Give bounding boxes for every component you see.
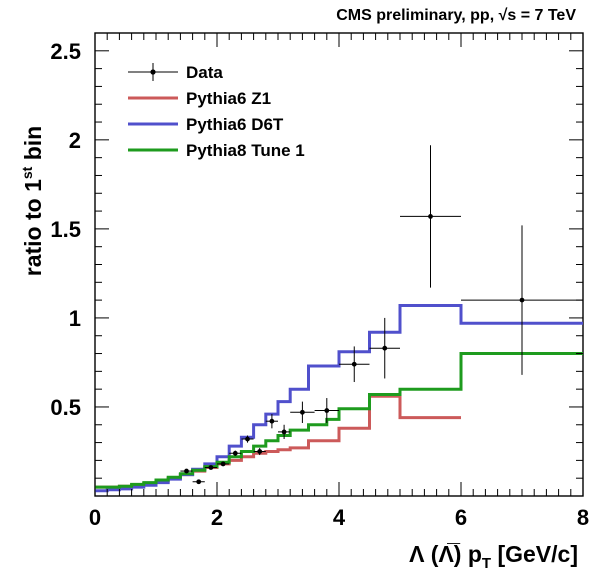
y-axis-title: ratio to 1st bin [19,126,46,276]
y-tick-label: 1 [69,306,81,331]
legend-item: Pythia6 D6T [128,115,284,134]
series-line-pythia6-d6t [95,304,583,493]
data-point [339,346,370,383]
data-point [229,450,242,456]
axis-titles: Λ (Λ̅) pT [GeV/c] ratio to 1st bin [19,126,578,572]
series-line-pythia8-tune-1 [95,352,583,489]
legend-label: Pythia8 Tune 1 [186,141,305,160]
data-point [290,401,315,423]
data-point [192,479,205,485]
data-point [241,435,254,443]
legend-item: Pythia6 Z1 [128,89,271,108]
data-point [204,465,217,470]
y-tick-label: 2 [69,128,81,153]
x-tick-label: 2 [211,505,223,530]
y-tick-label: 1.5 [50,217,81,242]
legend-label: Pythia6 D6T [186,115,284,134]
x-tick-label: 6 [455,505,467,530]
data-point [180,468,193,474]
legend-item: Data [128,63,223,82]
legend: Data Pythia6 Z1 Pythia6 D6T Pythia8 Tune 1 [128,63,305,160]
x-axis-title: Λ (Λ̅) pT [GeV/c] [409,541,578,572]
data-point [369,317,400,379]
data-point [253,447,266,456]
y-tick-label: 2.5 [50,39,81,64]
legend-item: Pythia8 Tune 1 [128,141,305,160]
series-layer [95,145,583,493]
data-point [314,398,339,423]
legend-label: Pythia6 Z1 [186,89,271,108]
data-point [400,145,461,288]
legend-label: Data [186,63,223,82]
data-point [265,414,278,429]
x-tick-label: 4 [333,505,346,530]
y-tick-label: 0.5 [50,395,81,420]
ticks-layer: 0 2 4 6 8 0.5 1 1.5 2 2.5 [50,32,589,530]
x-tick-label: 0 [89,505,101,530]
data-point [461,225,583,375]
data-point [217,461,230,467]
header-text: CMS preliminary, pp, √s = 7 TeV [336,7,576,24]
x-tick-label: 8 [577,505,589,530]
data-point [278,424,291,440]
